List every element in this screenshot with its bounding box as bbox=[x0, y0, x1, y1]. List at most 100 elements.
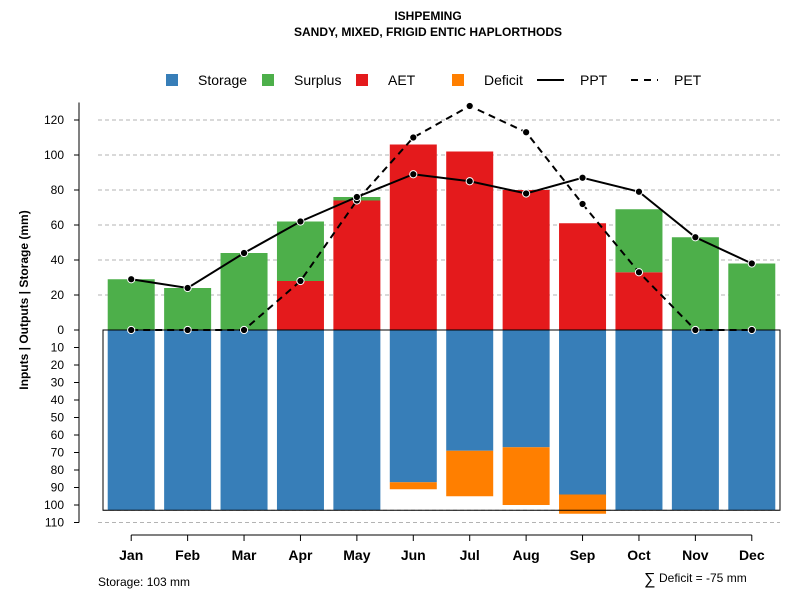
x-tick-label-sep: Sep bbox=[570, 547, 596, 563]
y-tick-label: 0 bbox=[57, 323, 64, 337]
point-pet-jan bbox=[127, 325, 136, 335]
bar-surplus-nov bbox=[671, 237, 719, 330]
point-pet-jul bbox=[465, 101, 474, 111]
y-tick-label: 90 bbox=[51, 481, 65, 495]
legend-label-surplus: Surplus bbox=[294, 72, 341, 88]
bar-storage-dec bbox=[728, 330, 776, 511]
point-pet-jun bbox=[409, 133, 418, 142]
legend-label-pet: PET bbox=[674, 72, 702, 88]
legend-label-aet: AET bbox=[388, 72, 416, 88]
y-tick-label: 100 bbox=[44, 498, 64, 512]
series-lines bbox=[127, 101, 756, 335]
legend-swatch-aet bbox=[356, 74, 368, 86]
deficit-sum-symbol: ∑ bbox=[644, 571, 655, 588]
y-axis-label: Inputs | Outputs | Storage (mm) bbox=[17, 210, 31, 389]
bar-aet-sep bbox=[559, 223, 607, 330]
point-pet-nov bbox=[691, 325, 700, 335]
point-ppt-aug bbox=[522, 189, 531, 198]
x-tick-label-dec: Dec bbox=[739, 547, 765, 563]
y-tick-label: 120 bbox=[44, 113, 64, 127]
y-tick-label: 110 bbox=[45, 516, 64, 530]
y-tick-label: 10 bbox=[51, 341, 65, 355]
y-tick-label: 40 bbox=[51, 393, 65, 407]
x-tick-label-aug: Aug bbox=[513, 547, 540, 563]
bar-surplus-mar bbox=[220, 253, 268, 330]
legend: Storage Surplus AET Deficit PPT PET bbox=[166, 72, 702, 88]
point-ppt-mar bbox=[239, 248, 249, 258]
bar-storage-oct bbox=[615, 330, 663, 511]
point-ppt-dec bbox=[747, 259, 756, 268]
bar-surplus-feb bbox=[164, 288, 212, 330]
bar-aet-may bbox=[333, 200, 381, 330]
point-ppt-apr bbox=[296, 217, 305, 226]
y-tick-label: 50 bbox=[51, 411, 65, 425]
legend-label-ppt: PPT bbox=[580, 72, 608, 88]
bar-surplus-apr bbox=[276, 221, 324, 281]
y-tick-label: 80 bbox=[51, 183, 65, 197]
axes: 0 20 40 60 80 100 120 10 20 30 40 50 60 70 80 90 100 110 J… bbox=[44, 102, 765, 563]
legend-label-storage: Storage bbox=[198, 72, 247, 88]
x-tick-label-apr: Apr bbox=[288, 547, 313, 563]
bar-storage-jul bbox=[446, 330, 494, 451]
bar-deficit-jun bbox=[389, 482, 437, 490]
y-tick-label: 40 bbox=[51, 253, 65, 267]
point-ppt-jul bbox=[465, 177, 474, 186]
bar-storage-jan bbox=[107, 330, 155, 511]
bar-deficit-jul bbox=[446, 450, 494, 497]
bar-surplus-dec bbox=[728, 263, 776, 330]
bar-deficit-sep bbox=[559, 494, 607, 514]
x-tick-label-jul: Jul bbox=[460, 547, 480, 563]
bar-storage-nov bbox=[671, 330, 719, 511]
bar-storage-mar bbox=[220, 330, 268, 511]
point-ppt-oct bbox=[634, 187, 644, 196]
point-pet-apr bbox=[296, 276, 305, 286]
x-tick-label-jan: Jan bbox=[119, 547, 143, 563]
y-tick-label: 80 bbox=[51, 463, 65, 477]
bar-aet-oct bbox=[615, 272, 663, 330]
bar-storage-sep bbox=[559, 330, 607, 495]
point-ppt-jan bbox=[127, 275, 136, 284]
chart-subtitle: SANDY, MIXED, FRIGID ENTIC HAPLORTHODS bbox=[294, 25, 562, 39]
point-pet-oct bbox=[634, 268, 644, 277]
bar-surplus-oct bbox=[615, 209, 663, 273]
bar-storage-may bbox=[333, 330, 381, 511]
y-tick-label: 70 bbox=[51, 446, 65, 460]
legend-label-deficit: Deficit bbox=[484, 72, 523, 88]
x-tick-label-nov: Nov bbox=[682, 547, 709, 563]
point-pet-dec bbox=[747, 325, 756, 335]
x-tick-label-mar: Mar bbox=[232, 547, 257, 563]
y-tick-label: 20 bbox=[51, 288, 65, 302]
bar-aet-aug bbox=[502, 190, 550, 330]
bar-aet-apr bbox=[276, 281, 324, 330]
legend-swatch-surplus bbox=[262, 74, 274, 86]
legend-swatch-storage bbox=[166, 74, 178, 86]
x-tick-label-jun: Jun bbox=[401, 547, 426, 563]
bar-storage-apr bbox=[276, 330, 324, 511]
legend-swatch-deficit bbox=[452, 74, 464, 86]
line-ppt bbox=[131, 173, 753, 290]
storage-capacity-label: Storage: 103 mm bbox=[98, 575, 190, 589]
bar-storage-jun bbox=[389, 330, 437, 483]
x-tick-label-feb: Feb bbox=[175, 547, 200, 563]
deficit-total-label: Deficit = -75 mm bbox=[659, 571, 747, 585]
y-tick-label: 60 bbox=[51, 218, 65, 232]
point-pet-feb bbox=[183, 325, 192, 335]
x-tick-label-oct: Oct bbox=[627, 547, 651, 563]
bar-deficit-aug bbox=[502, 447, 550, 505]
bar-surplus-jan bbox=[107, 279, 155, 330]
y-tick-label: 100 bbox=[44, 148, 64, 162]
bar-storage-feb bbox=[164, 330, 212, 511]
point-pet-mar bbox=[239, 325, 249, 335]
chart-title: ISHPEMING bbox=[394, 9, 461, 23]
line-pet bbox=[131, 104, 752, 331]
point-ppt-feb bbox=[183, 283, 192, 293]
y-tick-label: 20 bbox=[51, 358, 65, 372]
point-pet-aug bbox=[522, 128, 531, 137]
bar-storage-aug bbox=[502, 330, 550, 448]
point-pet-sep bbox=[578, 199, 587, 209]
point-ppt-jun bbox=[409, 170, 418, 179]
point-ppt-sep bbox=[578, 173, 587, 182]
point-ppt-nov bbox=[691, 233, 700, 242]
y-tick-label: 30 bbox=[51, 376, 65, 390]
